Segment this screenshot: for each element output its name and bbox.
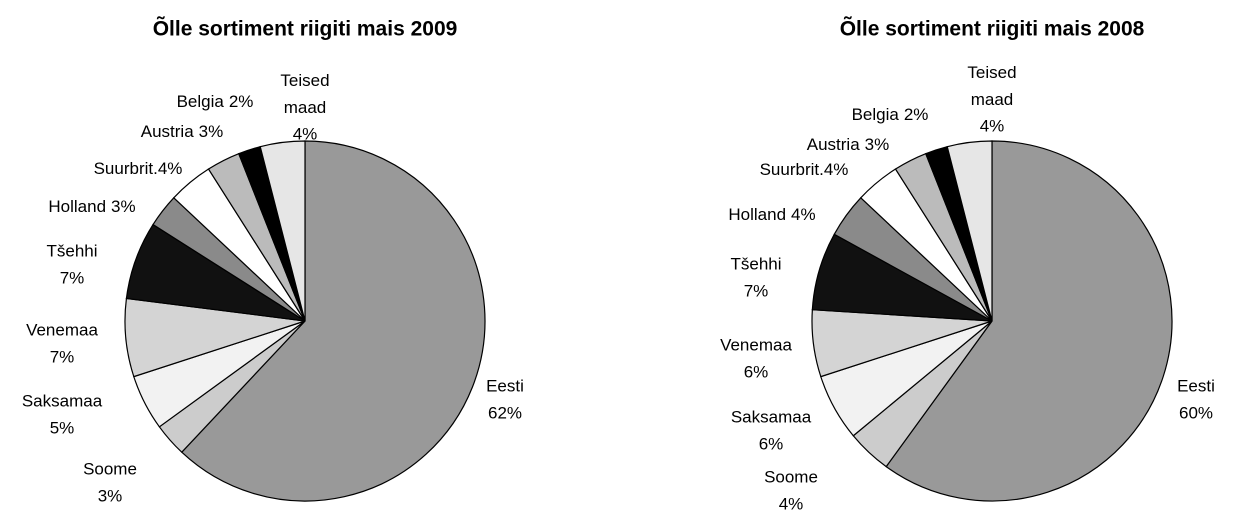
slice-label: Tšehhi (730, 254, 781, 273)
slice-label: Suurbrit.4% (760, 160, 849, 179)
chart-title: Õlle sortiment riigiti mais 2009 (153, 17, 458, 41)
slice-value: 7% (744, 281, 769, 300)
slice-name: Suurbrit. (94, 159, 158, 178)
slice-label: Holland 4% (728, 205, 815, 224)
slice-value: 6% (759, 434, 784, 453)
slice-label: Eesti (486, 376, 524, 395)
slice-value: 4% (980, 116, 1005, 135)
pie-slice (259, 140, 306, 322)
chart-title: Õlle sortiment riigiti mais 2008 (840, 17, 1145, 41)
slice-label: Eesti (1177, 376, 1215, 395)
slice-value: 62% (488, 403, 522, 422)
slice-label: Teised maad (967, 63, 1017, 109)
slice-value: 4% (791, 205, 816, 224)
pie-slice (885, 140, 1173, 502)
pie-slice (946, 140, 993, 322)
slice-value: 4% (293, 124, 318, 143)
slice-label: Holland 3% (48, 197, 135, 216)
slice-value: 4% (158, 159, 183, 178)
slice-value: 3% (98, 486, 123, 505)
slice-name: Belgia (852, 105, 900, 124)
slice-name: Holland (48, 197, 106, 216)
slice-label: Austria 3% (141, 122, 224, 141)
slice-value: 4% (824, 160, 849, 179)
pie-slice (180, 140, 486, 502)
slice-label: Belgia 2% (177, 92, 254, 111)
slice-label: Teised maad (280, 71, 330, 117)
slice-label-box: Teised maad (280, 71, 330, 117)
slice-value: 7% (50, 347, 75, 366)
slice-label-box: Teised maad (967, 63, 1017, 109)
slice-value: 3% (111, 197, 136, 216)
slice-name: Suurbrit. (760, 160, 824, 179)
slice-value: 3% (865, 135, 890, 154)
slice-value: 3% (199, 122, 224, 141)
slice-value: 60% (1179, 403, 1213, 422)
slice-value: 6% (744, 362, 769, 381)
slice-value: 2% (904, 105, 929, 124)
slice-label: Suurbrit.4% (94, 159, 183, 178)
slice-label: Tšehhi (46, 241, 97, 260)
slice-label: Soome (83, 459, 137, 478)
slice-label: Soome (764, 467, 818, 486)
slice-value: 4% (779, 494, 804, 513)
slice-label: Venemaa (720, 335, 792, 354)
slice-value: 7% (60, 268, 85, 287)
slice-value: 2% (229, 92, 254, 111)
slice-value: 5% (50, 418, 75, 437)
slice-name: Austria (807, 135, 860, 154)
slice-label: Venemaa (26, 320, 98, 339)
slice-name: Austria (141, 122, 194, 141)
slice-label: Saksamaa (731, 407, 812, 426)
slice-label: Belgia 2% (852, 105, 929, 124)
slice-name: Holland (728, 205, 786, 224)
slice-label: Saksamaa (22, 391, 103, 410)
slice-name: Belgia (177, 92, 225, 111)
slice-label: Austria 3% (807, 135, 890, 154)
